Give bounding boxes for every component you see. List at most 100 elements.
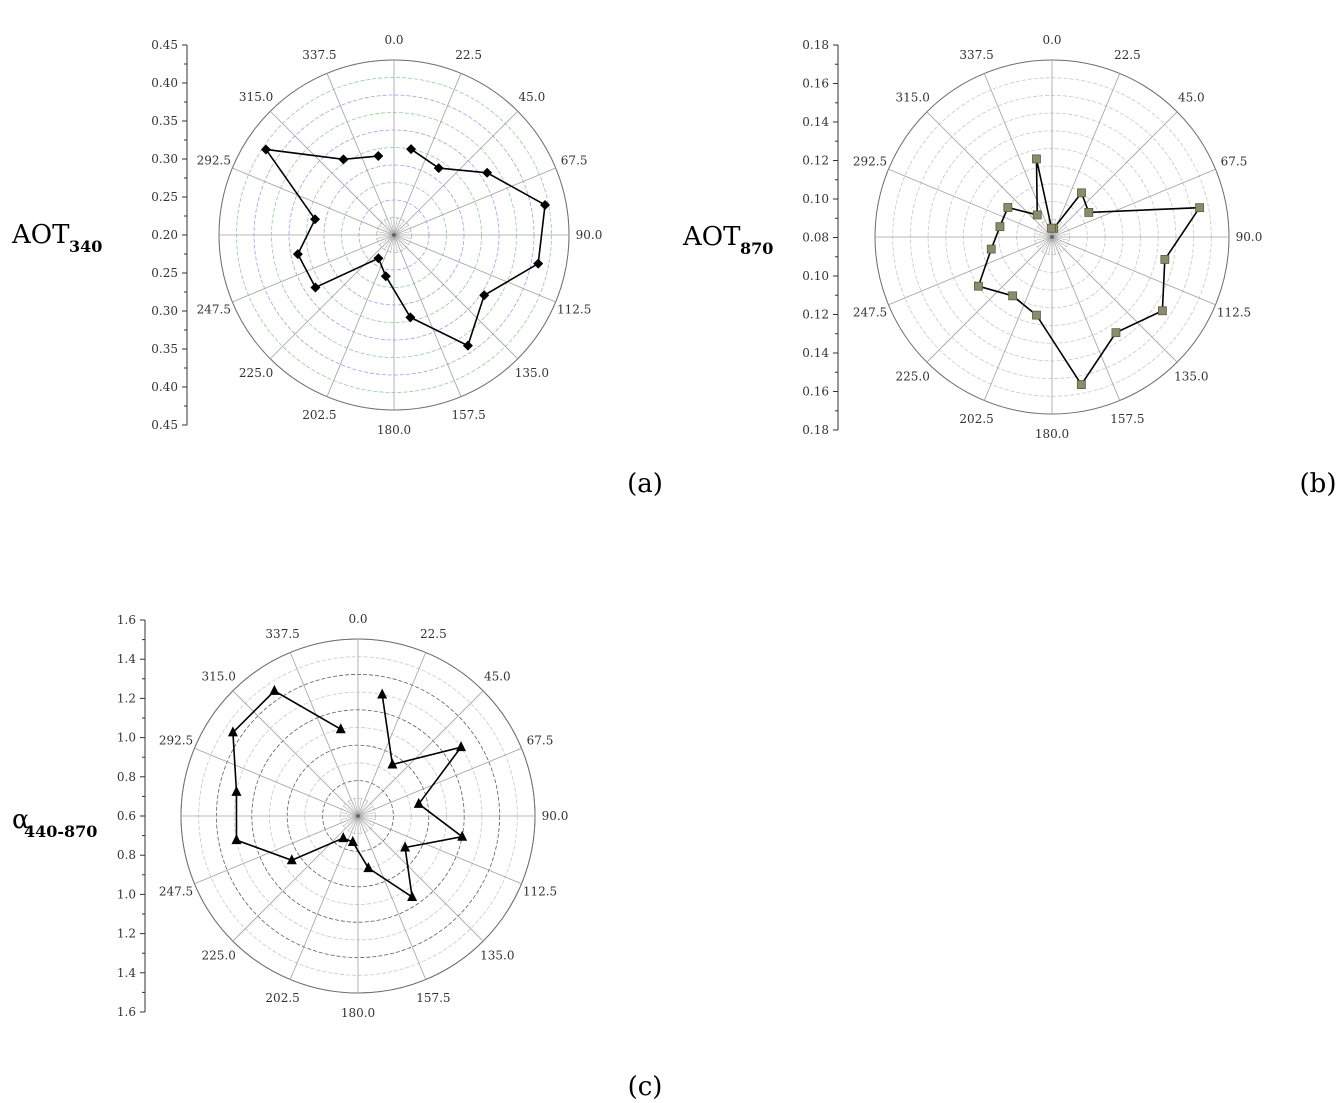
hub-spoke (1051, 236, 1069, 245)
hub-spoke (1034, 233, 1053, 238)
spoke (393, 234, 462, 397)
hub-spoke (1044, 236, 1053, 254)
spoke (393, 234, 556, 303)
y-axis-label: AOT (682, 222, 741, 252)
spoke (393, 110, 519, 236)
polar-panel-3: 0.0 22.5 45.0 67.5 90.0 112.5 135.0 157.5 180.0 2… (12, 612, 662, 1102)
hub-spoke (1051, 236, 1065, 250)
hub-spoke (357, 815, 369, 832)
radial-tick-label: 0.25 (151, 266, 178, 280)
radial-tick-label: 1.6 (117, 613, 136, 627)
spoke (289, 815, 359, 980)
angle-label: 180.0 (1035, 427, 1069, 441)
data-point (380, 271, 391, 282)
spoke (357, 690, 484, 817)
radial-tick-label: 1.2 (117, 927, 136, 941)
spoke (888, 236, 1053, 306)
panel-label: (a) (627, 469, 663, 499)
data-point (533, 258, 544, 269)
angle-label: 157.5 (416, 991, 450, 1005)
spoke (1051, 168, 1216, 238)
angle-label: 225.0 (202, 948, 236, 962)
spoke (926, 111, 1053, 238)
hub-spoke (1051, 224, 1065, 238)
radial-tick-label: 0.20 (151, 228, 178, 242)
polar-panel-2: 0.0 22.5 45.0 67.5 90.0 112.5 135.0 157.5 180.0 2… (682, 33, 1336, 499)
data-point (407, 890, 418, 901)
radial-tick-label: 0.45 (151, 418, 178, 432)
radial-tick-label: 0.10 (802, 192, 829, 206)
data-point (1077, 188, 1086, 198)
spoke (357, 747, 522, 817)
hub-spoke (357, 803, 371, 817)
data-point (347, 836, 358, 847)
hub-spoke (393, 217, 398, 236)
hub-spoke (340, 815, 359, 820)
angle-label: 67.5 (527, 734, 554, 748)
data-point (1160, 255, 1170, 264)
angle-label: 45.0 (519, 90, 546, 104)
angle-label: 315.0 (239, 90, 273, 104)
hub-spoke (350, 799, 359, 817)
radial-tick-label: 1.4 (117, 966, 136, 980)
spoke (1051, 236, 1178, 363)
data-point (406, 144, 417, 155)
hub-spoke (393, 227, 411, 236)
hub-spoke (386, 234, 395, 252)
spoke (1051, 236, 1216, 306)
y-axis-label-subscript: 870 (740, 239, 773, 258)
hub-spoke (393, 234, 412, 239)
data-point (335, 723, 346, 734)
data-point (286, 854, 297, 865)
angle-label: 22.5 (455, 48, 482, 62)
hub-spoke (1051, 226, 1068, 238)
spoke (983, 236, 1053, 401)
y-axis-label-subscript: 340 (69, 237, 102, 256)
spoke (194, 747, 359, 817)
angle-label: 202.5 (265, 991, 299, 1005)
spoke (926, 236, 1053, 363)
angle-label: 0.0 (384, 33, 403, 47)
angle-label: 292.5 (197, 153, 231, 167)
angle-label: 337.5 (302, 48, 336, 62)
hub-spoke (1041, 221, 1053, 238)
hub-spoke (383, 234, 395, 251)
spoke (1051, 236, 1121, 401)
hub-spoke (1036, 226, 1053, 238)
hub-spoke (354, 798, 359, 817)
hub-spoke (1034, 236, 1053, 241)
hub-spoke (345, 815, 359, 829)
hub-spoke (342, 815, 359, 827)
polar-panel-1: 0.0 22.5 45.0 67.5 90.0 112.5 135.0 157.5 180.0 2… (11, 33, 663, 499)
radial-tick-label: 0.30 (151, 304, 178, 318)
hub-spoke (1051, 229, 1069, 238)
data-point (1032, 210, 1042, 220)
data-point (269, 684, 280, 695)
radial-tick-label: 0.45 (151, 38, 178, 52)
angle-label: 337.5 (265, 627, 299, 641)
angle-label: 315.0 (896, 91, 930, 105)
spoke (326, 73, 395, 236)
angle-label: 135.0 (1174, 369, 1208, 383)
spoke (194, 815, 359, 885)
y-axis-label: α (12, 805, 30, 835)
radial-tick-label: 0.8 (117, 848, 136, 862)
hub-spoke (357, 815, 366, 833)
hub-spoke (357, 800, 369, 817)
hub-spoke (381, 222, 395, 236)
center-point (1050, 235, 1054, 239)
hub-spoke (390, 217, 395, 236)
hub-spoke (1035, 236, 1053, 245)
spoke (326, 234, 395, 397)
hub-spoke (357, 812, 376, 817)
angle-label: 180.0 (377, 423, 411, 437)
hub-spoke (357, 805, 374, 817)
spoke (269, 234, 395, 360)
hub-spoke (1051, 236, 1060, 254)
angle-label: 45.0 (484, 670, 511, 684)
data-point (292, 249, 303, 260)
radial-tick-label: 0.35 (151, 342, 178, 356)
angle-label: 90.0 (542, 809, 569, 823)
spoke (232, 234, 395, 303)
